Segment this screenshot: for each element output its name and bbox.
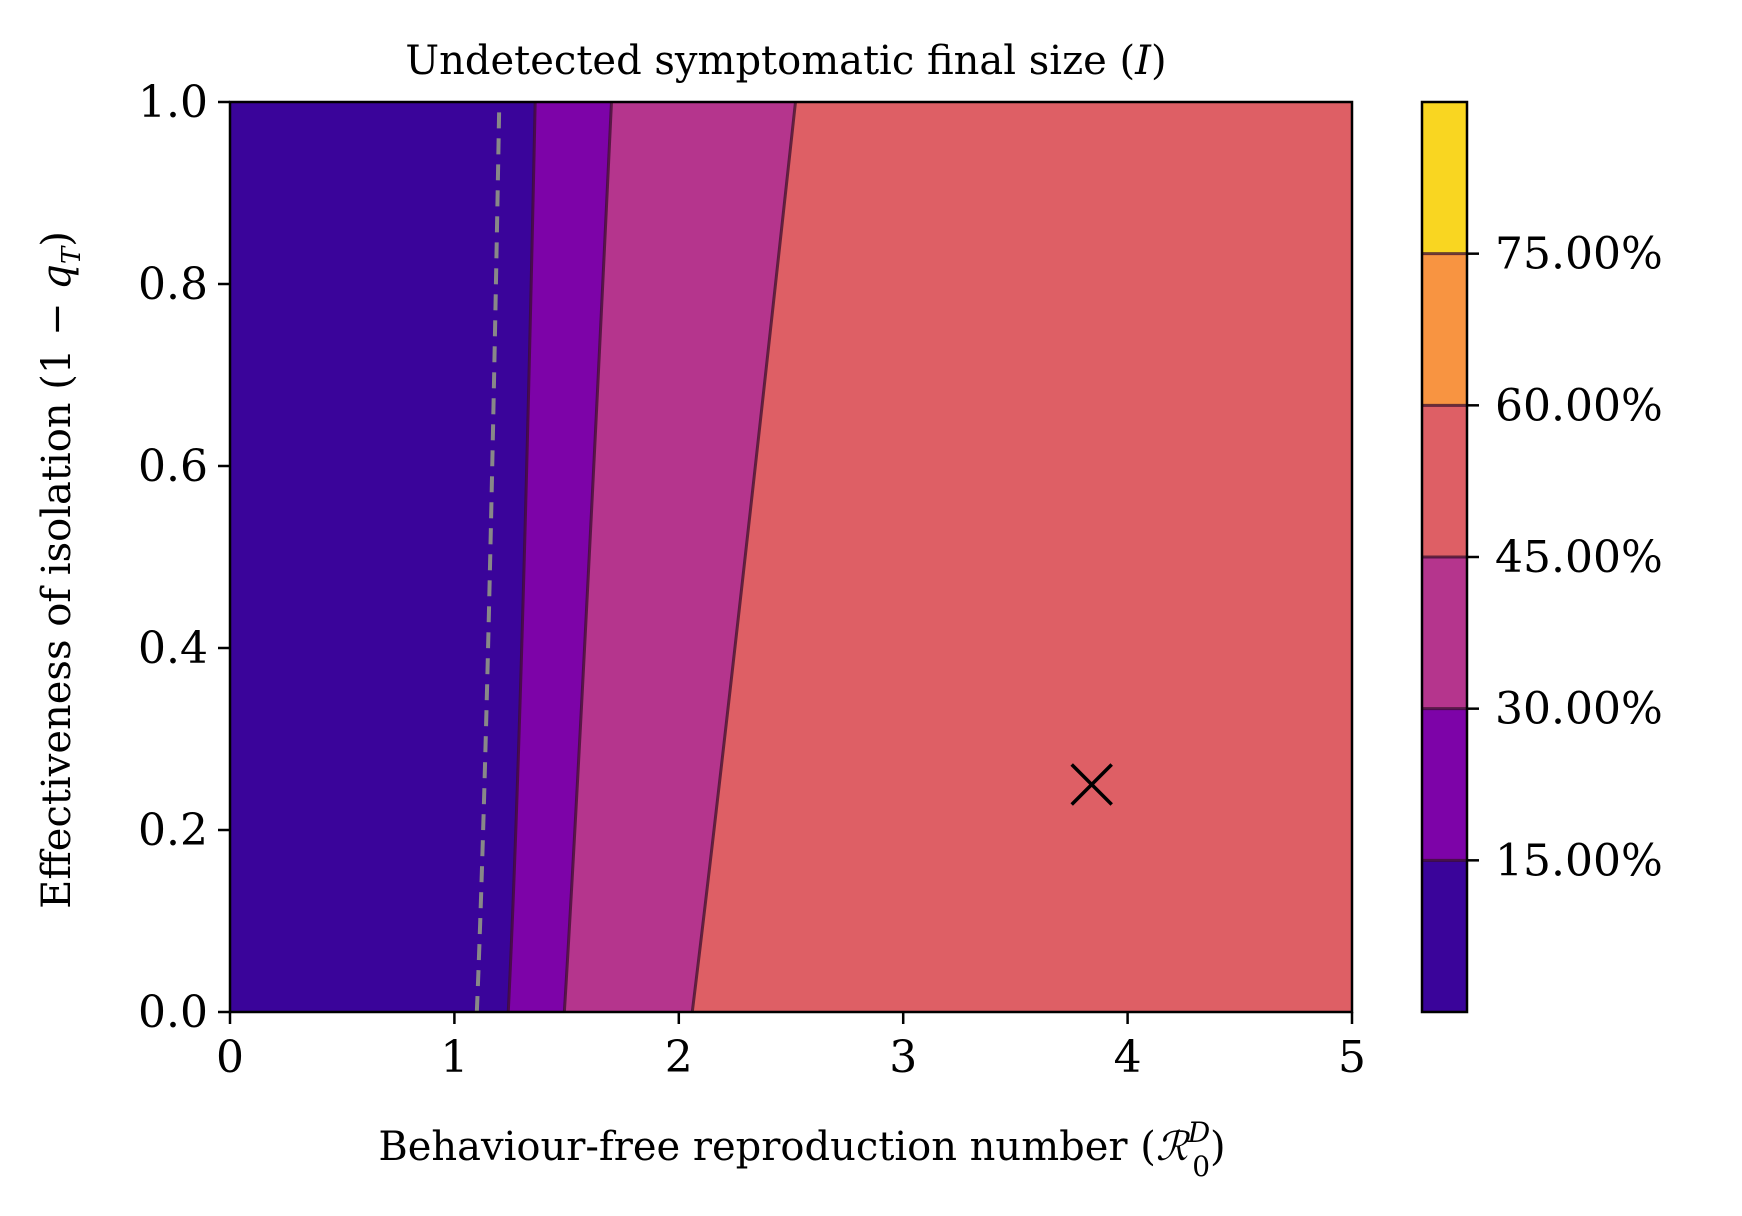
contour-line-2	[690, 101, 797, 1013]
x-tick-label: 5	[1338, 1032, 1366, 1083]
colorbar-band-0	[1422, 860, 1467, 1012]
threshold-line	[474, 101, 502, 1013]
x-tick-label: 3	[889, 1032, 917, 1083]
colorbar	[1420, 100, 1469, 1014]
x-tick-label: 0	[216, 1032, 244, 1083]
colorbar-band-1	[1422, 708, 1467, 861]
colorbar-tick-label: 15.00%	[1495, 835, 1663, 886]
y-tick-label: 0.8	[138, 259, 208, 310]
contour-regions	[229, 101, 1353, 1013]
colorbar-ticks: 15.00% 30.00% 45.00% 60.00% 75.00%	[1467, 229, 1663, 886]
colorbar-tick-label: 30.00%	[1495, 684, 1663, 735]
x-tick-label: 4	[1114, 1032, 1142, 1083]
colorbar-band-3	[1422, 405, 1467, 557]
x-axis: 0 1 2 3 4 5	[216, 1012, 1366, 1083]
contour-line-1	[562, 101, 613, 1013]
y-axis: 0.0 0.2 0.4 0.6 0.8 1.0	[138, 77, 230, 1038]
colorbar-tick-label: 45.00%	[1495, 532, 1663, 583]
marker-stroke-b	[1070, 763, 1113, 806]
x-tick-label: 1	[440, 1032, 468, 1083]
y-tick-label: 0.4	[138, 623, 208, 674]
y-tick-label: 0.0	[138, 987, 208, 1038]
y-tick-label: 0.6	[138, 441, 208, 492]
threshold-dashed-line	[474, 101, 502, 1013]
x-axis-label: Behaviour-free reproduction number (ℛD 0)	[378, 1116, 1225, 1183]
y-axis-label: Effectiveness of isolation (1 − qT)	[34, 231, 87, 909]
y-tick-label: 1.0	[138, 77, 208, 128]
y-tick-label: 0.2	[138, 805, 208, 856]
colorbar-tick-label: 75.00%	[1495, 229, 1663, 280]
contour-line-0	[506, 101, 537, 1013]
colorbar-tick-label: 60.00%	[1495, 380, 1663, 431]
colorbar-band-2	[1422, 557, 1467, 709]
contour-region-3	[691, 101, 1353, 1013]
contour-lines	[506, 101, 797, 1013]
chart-title: Undetected symptomatic final size (I)	[405, 38, 1166, 84]
colorbar-band-5	[1422, 102, 1467, 254]
colorbar-band-4	[1422, 253, 1467, 406]
plot-frame	[228, 100, 1354, 1014]
marker-x	[1070, 763, 1113, 806]
x-tick-label: 2	[665, 1032, 693, 1083]
